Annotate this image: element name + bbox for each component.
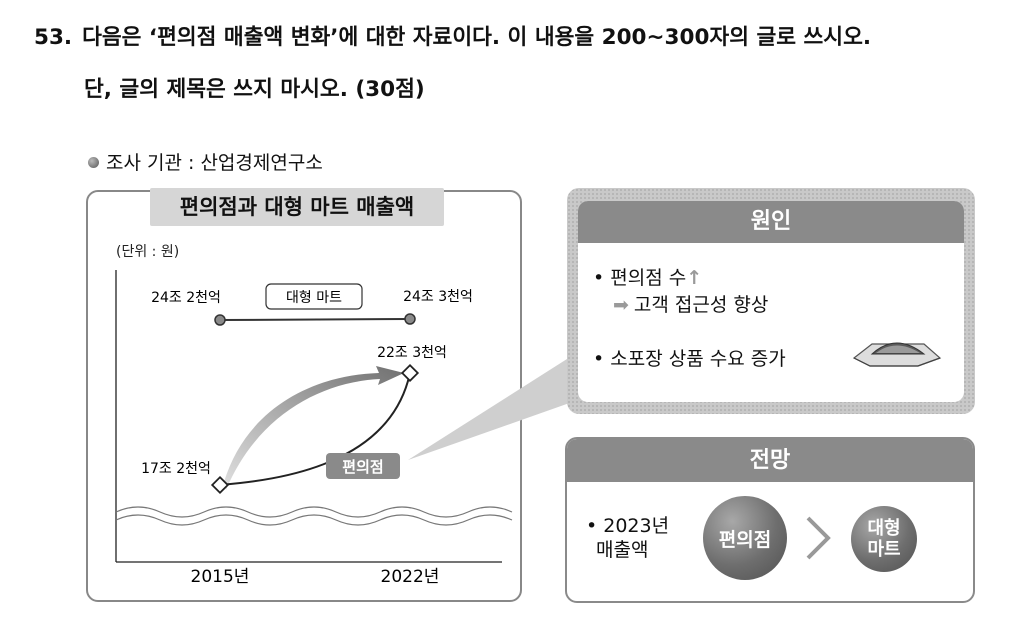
source-line: 조사 기관 : 산업경제연구소 (88, 148, 323, 175)
legend-label-mart: 대형 마트 (286, 290, 342, 306)
cause-item-1-sub-text: 고객 접근성 향상 (633, 294, 769, 316)
up-arrow-icon: ↑ (686, 267, 703, 289)
data-label-mart-2015: 24조 2천억 (151, 290, 221, 306)
watermelon-tray-icon (852, 342, 942, 367)
outlook-label: • 2023년 매출액 (586, 514, 669, 562)
axis-break-top (115, 506, 513, 518)
outlook-label-line-1: • 2023년 (586, 515, 670, 537)
data-label-convenience-2015: 17조 2천억 (141, 461, 211, 477)
line-chart: (단위 : 원) 2015년 2022년 24조 2천억 24조 3천억 대형 … (115, 244, 513, 587)
cause-heading: 원인 (578, 201, 964, 243)
x-tick-label: 2015년 (191, 567, 250, 587)
cause-item-1-sub: ➡ 고객 접근성 향상 (613, 290, 768, 317)
data-label-mart-2022: 24조 3천억 (403, 289, 473, 305)
convenience-store-ball: 편의점 (703, 496, 787, 580)
large-mart-ball-line-1: 대형 (867, 518, 901, 539)
question-number: 53. (34, 25, 73, 50)
convenience-store-ball-label: 편의점 (718, 528, 772, 551)
x-tick-label: 2022년 (381, 567, 440, 587)
data-point-mart-2022 (404, 313, 416, 325)
large-mart-ball: 대형 마트 (851, 506, 917, 572)
data-label-convenience-2022: 22조 3천억 (377, 345, 447, 361)
large-mart-ball-line-2: 마트 (867, 539, 901, 560)
source-text: 조사 기관 : 산업경제연구소 (106, 152, 323, 174)
callout-wedge (408, 352, 578, 460)
data-point-convenience-2022 (400, 363, 420, 383)
unit-label: (단위 : 원) (116, 244, 179, 260)
chart-title: 편의점과 대형 마트 매출액 (150, 188, 444, 226)
axis-break-bottom (115, 514, 513, 526)
series-line-mart (219, 318, 411, 321)
data-point-convenience-2015 (210, 475, 230, 495)
question-line-1: 53. 다음은 ‘편의점 매출액 변화’에 대한 자료이다. 이 내용을 200~… (34, 20, 871, 51)
cause-item-2-text: 소포장 상품 수요 증가 (610, 348, 786, 370)
greater-than-icon (806, 516, 831, 560)
cause-item-2: • 소포장 상품 수요 증가 (593, 348, 786, 370)
outlook-heading: 전망 (567, 439, 973, 482)
question-text: 다음은 ‘편의점 매출액 변화’에 대한 자료이다. 이 내용을 200~300… (82, 25, 872, 50)
question-line-2: 단, 글의 제목은 쓰지 마시오. (30점) (84, 77, 425, 102)
legend-box-convenience (326, 453, 400, 479)
outlook-label-line-2: 매출액 (596, 539, 649, 561)
cause-item-1-text: 편의점 수 (610, 267, 687, 289)
cause-panel: 원인 (578, 201, 964, 402)
data-point-mart-2015 (214, 314, 226, 326)
legend-label-convenience: 편의점 (342, 458, 383, 476)
bullet-icon (88, 157, 99, 168)
cause-item-1: • 편의점 수↑ (593, 267, 703, 289)
growth-arrow-icon (224, 366, 404, 490)
legend-box-mart (265, 283, 363, 310)
right-arrow-icon: ➡ (613, 294, 629, 316)
